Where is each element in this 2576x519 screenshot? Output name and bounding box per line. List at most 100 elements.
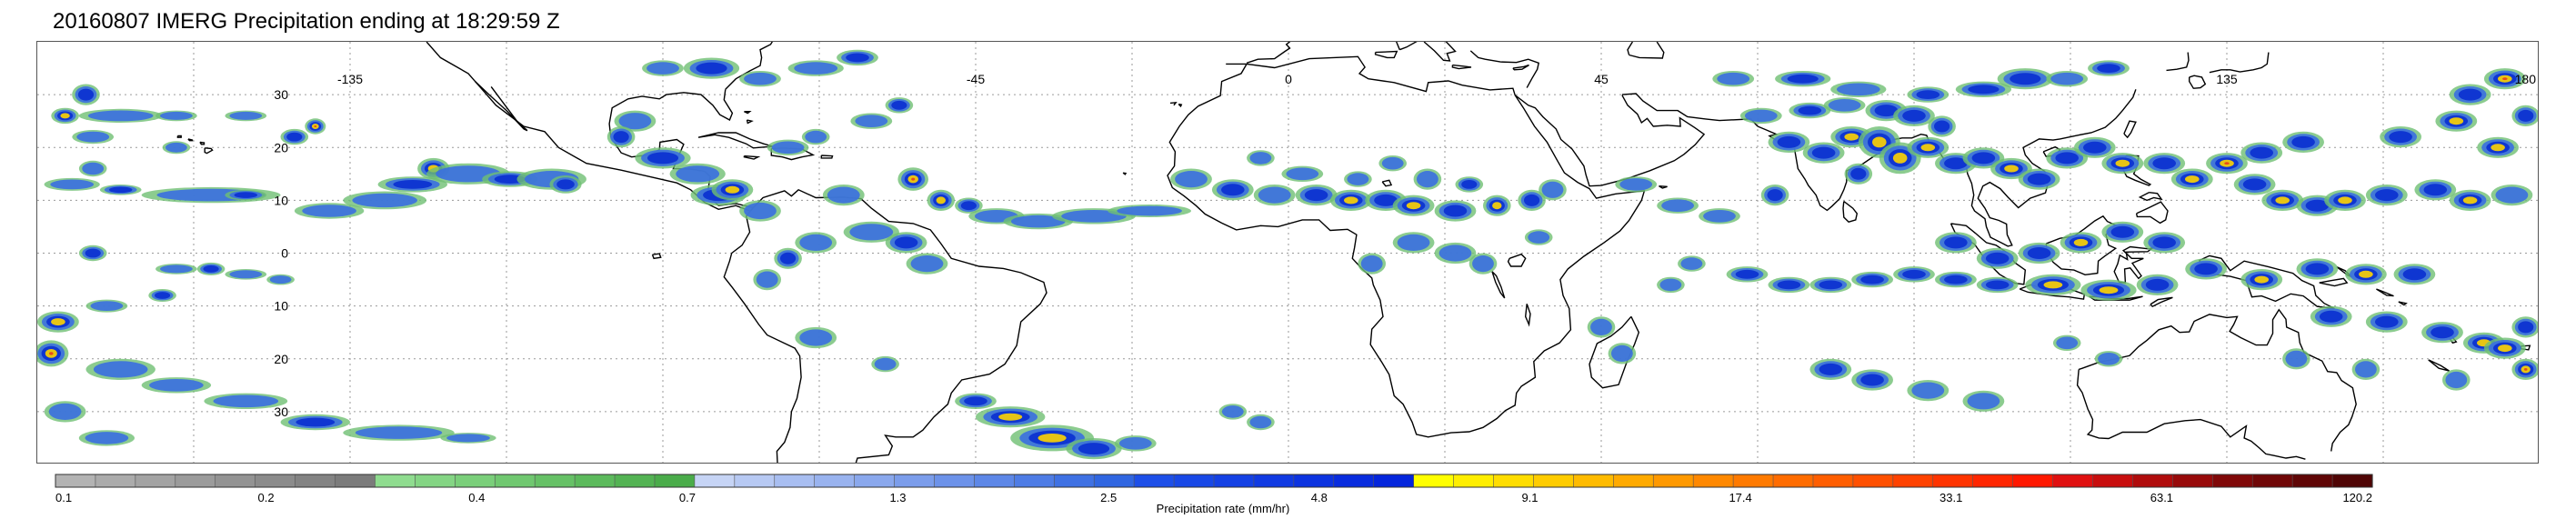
coastline-segment xyxy=(1512,64,1529,71)
precipitation-cell xyxy=(696,62,727,75)
colorbar-segment xyxy=(1493,474,1535,488)
colorbar-segment xyxy=(1852,474,1894,488)
precipitation-cell xyxy=(203,265,219,273)
colorbar-segment xyxy=(1373,474,1415,488)
coastline-segment xyxy=(1757,89,2137,247)
colorbar-border xyxy=(55,474,2373,488)
precipitation-cell xyxy=(2043,281,2063,289)
colorbar-tick: 1.3 xyxy=(889,491,906,504)
precipitation-cell xyxy=(1944,236,1968,249)
precipitation-cell xyxy=(1892,153,1908,164)
lon-label: 45 xyxy=(1594,72,1609,86)
precipitation-cell xyxy=(894,236,918,249)
precipitation-cell xyxy=(352,193,418,208)
precipitation-cell xyxy=(855,115,888,127)
colorbar-segment xyxy=(375,474,416,488)
lon-label: -135 xyxy=(337,72,363,86)
precipitation-cell xyxy=(2050,72,2084,85)
colorbar-segment xyxy=(694,474,736,488)
colorbar-tick: 120.2 xyxy=(2342,491,2372,504)
coastline-segment xyxy=(2166,52,2190,72)
coastline-segment xyxy=(2078,308,2357,452)
precipitation-cell xyxy=(51,318,65,326)
colorbar-segment xyxy=(1173,474,1215,488)
precipitation-cell xyxy=(2449,117,2464,125)
precipitation-cell xyxy=(49,352,54,355)
precipitation-cell xyxy=(2010,73,2041,85)
precipitation-cell xyxy=(647,62,679,75)
precipitation-cell xyxy=(2375,189,2399,202)
precipitation-cell xyxy=(1249,152,1272,165)
precipitation-cell xyxy=(1443,205,1468,217)
precipitation-cell xyxy=(771,141,805,155)
precipitation-cell xyxy=(1304,189,1328,202)
precipitation-cell xyxy=(2073,238,2089,246)
precipitation-cell xyxy=(2152,236,2176,249)
precipitation-cell xyxy=(1061,210,1127,223)
precipitation-cell xyxy=(1438,245,1472,262)
colorbar-segment xyxy=(574,474,616,488)
colorbar-segment xyxy=(1413,474,1455,488)
colorbar-tick: 17.4 xyxy=(1729,491,1751,504)
precipitation-cell xyxy=(2431,326,2454,339)
precipitation-cell xyxy=(556,179,575,190)
precipitation-map: -135 -45 0 45 135 180 30 20 10 0 10 20 3… xyxy=(36,41,2539,464)
coastline-segment xyxy=(1629,42,1665,59)
colorbar-segment xyxy=(1573,474,1614,488)
precipitation-cell xyxy=(2402,268,2427,281)
precipitation-cell xyxy=(93,361,148,378)
precipitation-cell xyxy=(355,426,443,439)
precipitation-cell xyxy=(2097,64,2120,73)
precipitation-cell xyxy=(794,62,838,75)
precipitation-cell xyxy=(846,53,869,63)
precipitation-cell xyxy=(1944,274,1968,284)
precipitation-cell xyxy=(50,179,95,190)
precipitation-cell xyxy=(2291,135,2315,148)
precipitation-cell xyxy=(229,270,263,279)
precipitation-cell xyxy=(1767,189,1783,202)
colorbar-segment xyxy=(1133,474,1175,488)
lat-label: 30 xyxy=(274,404,288,419)
precipitation-cell xyxy=(2115,159,2130,167)
precipitation-cell xyxy=(1777,135,1801,148)
precipitation-cell xyxy=(1661,199,1694,212)
precipitation-cell xyxy=(155,292,171,299)
colorbar-segment xyxy=(1293,474,1335,488)
precipitation-cell xyxy=(234,192,258,198)
precipitation-cell xyxy=(1836,83,1880,96)
precipitation-cell xyxy=(2375,315,2399,328)
coastline-segment xyxy=(2123,120,2137,139)
precipitation-cell xyxy=(744,202,777,220)
lat-label: 10 xyxy=(274,299,288,314)
colorbar-tick: 2.5 xyxy=(1100,491,1117,504)
precipitation-cell xyxy=(1735,269,1759,279)
precipitation-cell xyxy=(160,111,193,120)
colorbar-segment xyxy=(415,474,456,488)
precipitation-cell xyxy=(1344,196,1358,205)
colorbar-tick-labels: 0.1 0.2 0.4 0.7 1.3 2.5 4.8 9.1 17.4 33.… xyxy=(55,491,2372,504)
coastline-segment xyxy=(204,147,214,155)
colorbar-segment xyxy=(2172,474,2213,488)
precipitation-cell xyxy=(1175,171,1208,188)
colorbar-segment xyxy=(1692,474,1734,488)
colorbar-segment xyxy=(2092,474,2134,488)
coastline-segment xyxy=(475,81,528,132)
coastline-segment xyxy=(2138,192,2163,202)
coastline-segment xyxy=(1451,64,1472,70)
precipitation-cell xyxy=(2305,199,2330,212)
coastline-segment xyxy=(2113,245,2158,284)
colorbar-segment xyxy=(1772,474,1814,488)
coastline-segment xyxy=(187,138,194,142)
colorbar-segment xyxy=(1213,474,1255,488)
precipitation-cell xyxy=(1902,109,1926,122)
precipitation-cell xyxy=(2502,77,2508,81)
colorbar-title: Precipitation rate (mm/hr) xyxy=(1157,502,1290,514)
precipitation-cell xyxy=(1286,167,1319,181)
coastline-segment xyxy=(1514,95,1706,187)
coastline-segment xyxy=(1178,103,1183,108)
precipitation-cell xyxy=(160,264,193,274)
precipitation-cell xyxy=(87,110,154,122)
colorbar-segment xyxy=(1972,474,2014,488)
precipitation-cell xyxy=(1524,194,1540,206)
precipitation-cell xyxy=(744,72,777,85)
